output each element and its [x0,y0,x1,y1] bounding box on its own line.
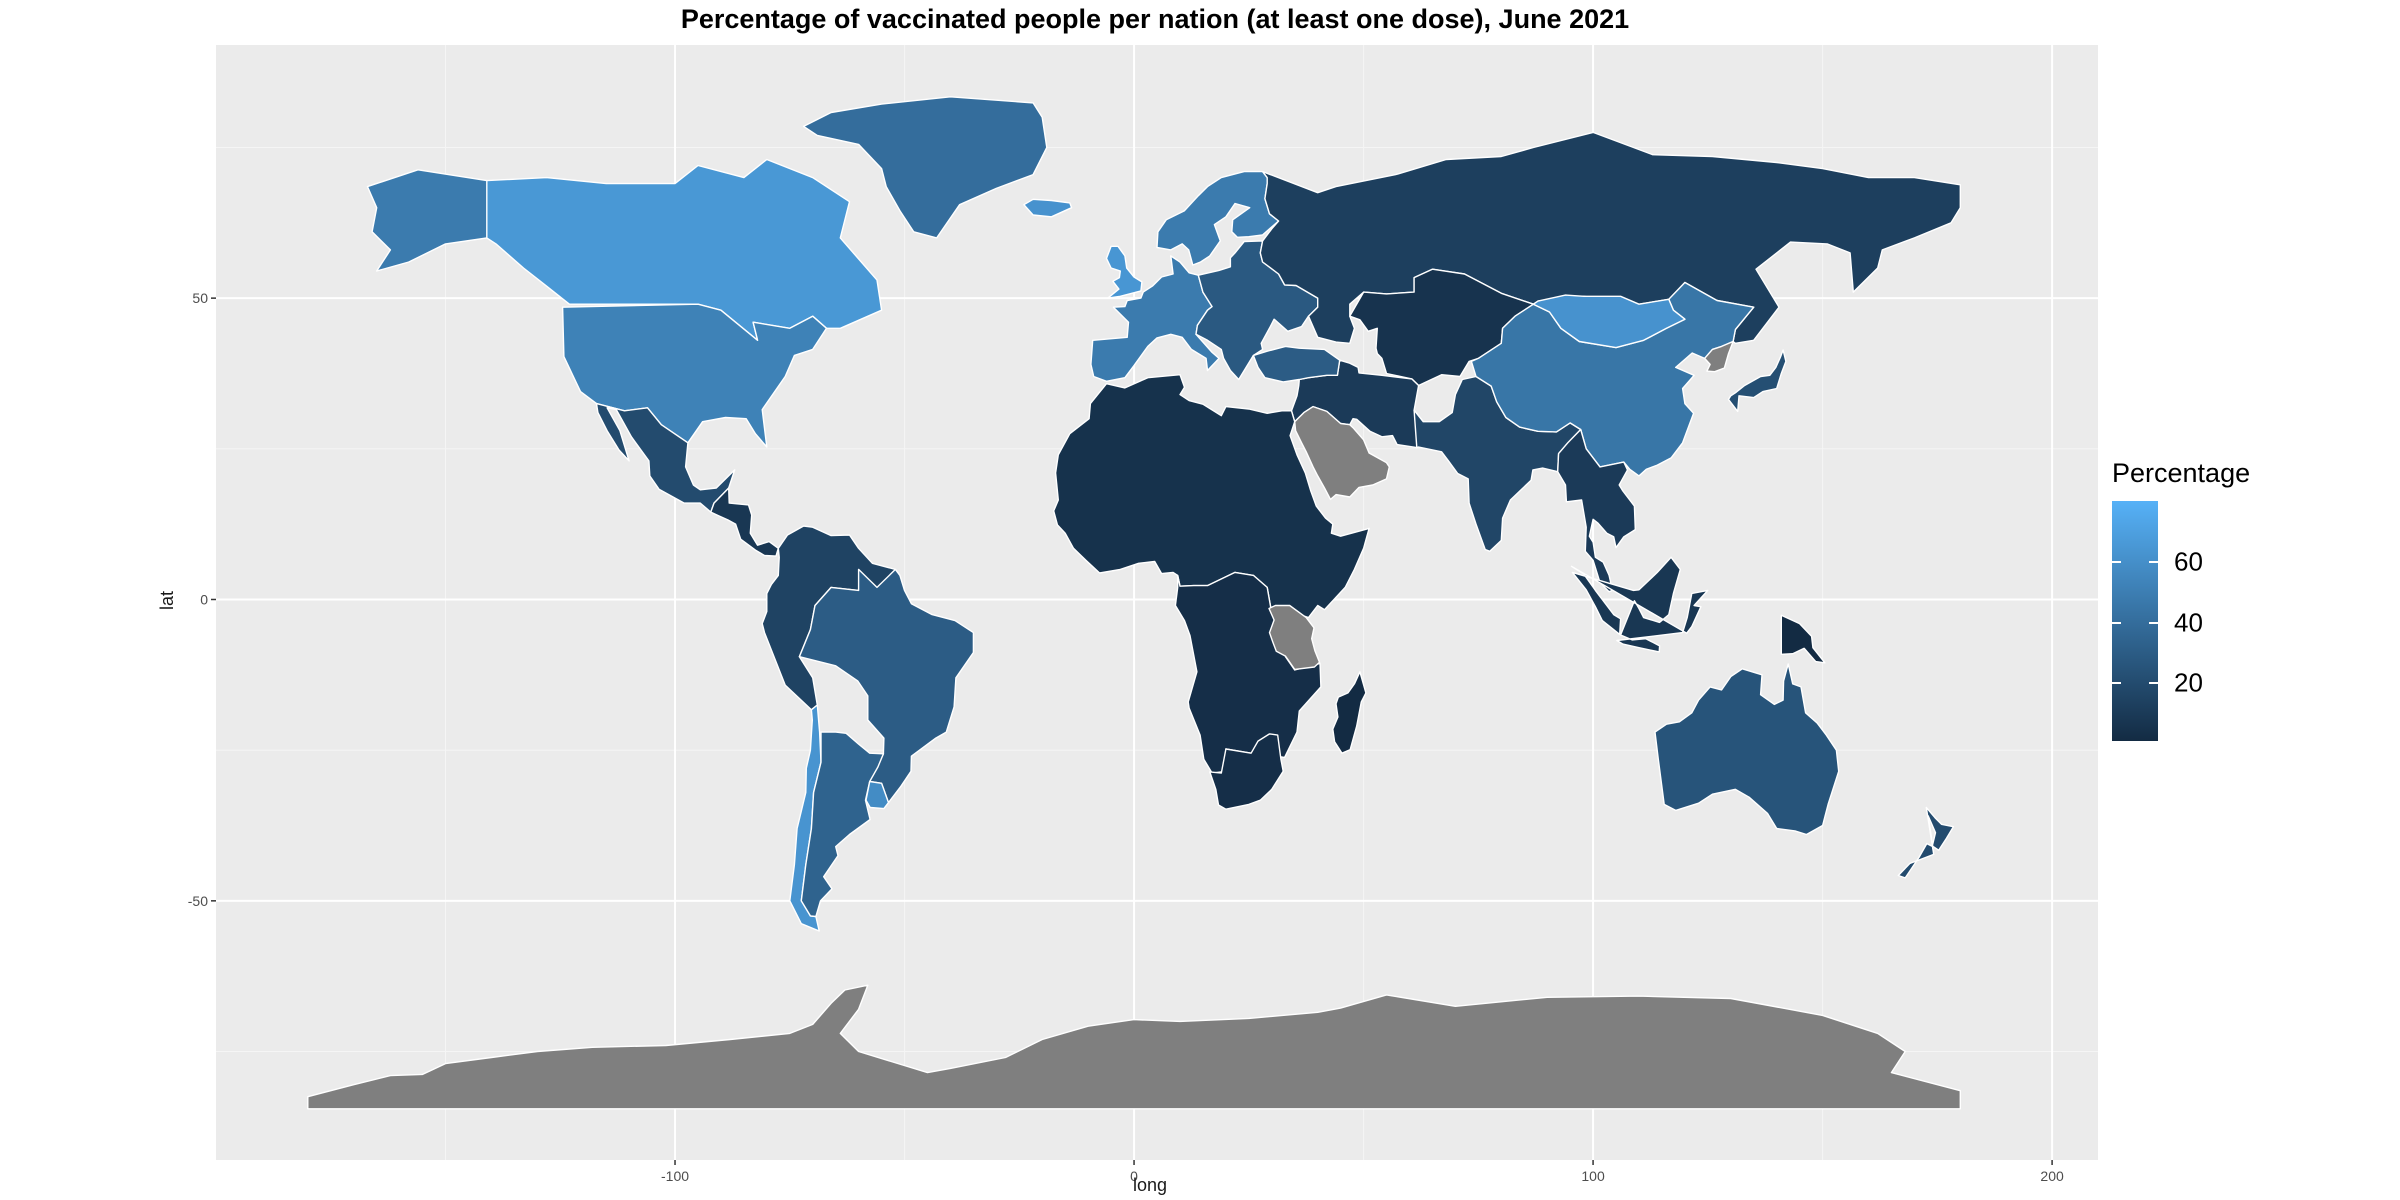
country-australia [1654,663,1840,836]
country-central-america [710,487,779,557]
country-tanzania [1268,604,1321,671]
legend-tick-right [2149,682,2158,685]
y-tick-label: 0 [200,591,208,607]
country-alaska-usa [366,169,488,272]
country-greenland [802,96,1048,239]
legend: Percentage 20 40 60 [2112,458,2272,741]
x-tick-label: -100 [661,1168,689,1184]
country-mongolia [1532,294,1686,349]
legend-gradient [2112,501,2158,741]
legend-break-label: 60 [2174,546,2203,577]
x-tick-label: 200 [2040,1168,2064,1184]
country-argentina [800,731,885,918]
legend-break-label: 40 [2174,607,2203,638]
country-turkey [1252,345,1341,383]
country-iceland [1023,198,1073,218]
legend-tick-left [2112,621,2121,624]
country-united-kingdom [1105,245,1143,299]
country-new-zealand [1897,806,1955,879]
y-tick-label: 50 [192,290,208,306]
country-scandinavia [1156,170,1280,266]
y-axis-ticks: -50 0 50 [188,290,216,909]
x-axis-ticks: -100 0 100 200 [661,1160,2064,1184]
country-papua-new-guinea [1780,614,1826,664]
y-tick-label: -50 [188,893,208,909]
chart-title: Percentage of vaccinated people per nati… [680,4,1630,34]
country-canada [486,158,883,341]
country-japan [1727,349,1787,413]
legend-title: Percentage [2112,458,2251,488]
legend-break-label: 20 [2174,667,2203,698]
country-africa-north [1052,374,1370,619]
country-madagascar [1332,671,1367,754]
country-layer [307,96,1962,1110]
country-indonesia [1570,556,1709,653]
country-uruguay [865,780,890,810]
country-north-korea [1703,340,1734,373]
x-tick-label: 100 [1581,1168,1605,1184]
y-axis-title: lat [157,590,178,611]
x-tick-label: 0 [1130,1168,1138,1184]
country-antarctica [307,984,1962,1110]
country-south-africa [1209,733,1284,810]
country-southeast-asia [1556,428,1637,593]
country-mexico [595,402,736,513]
legend-colorbar: 20 40 60 [2112,501,2272,741]
country-saudi-arabia [1293,405,1391,501]
x-axis-title: long [1133,1175,1168,1195]
legend-tick-left [2112,560,2121,563]
legend-tick-right [2149,621,2158,624]
legend-tick-right [2149,560,2158,563]
country-europe-east [1195,240,1319,381]
legend-tick-left [2112,682,2121,685]
